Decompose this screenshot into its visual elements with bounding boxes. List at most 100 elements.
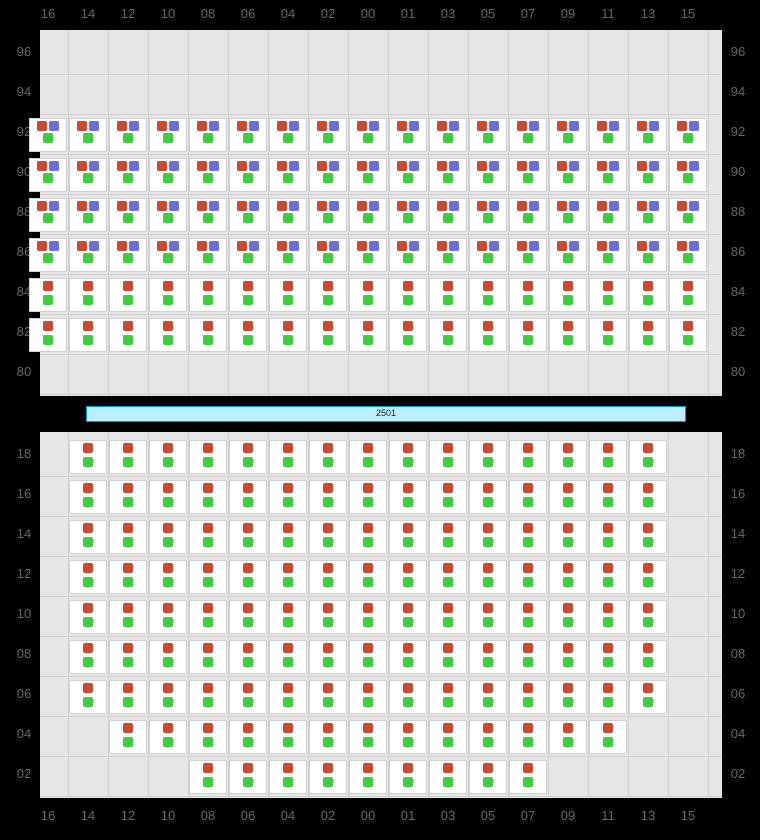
seat[interactable] — [509, 118, 547, 152]
seat[interactable] — [509, 278, 547, 312]
seat[interactable] — [69, 600, 107, 634]
seat[interactable] — [269, 440, 307, 474]
seat[interactable] — [269, 680, 307, 714]
seat[interactable] — [469, 198, 507, 232]
seat[interactable] — [389, 278, 427, 312]
seat[interactable] — [109, 158, 147, 192]
seat[interactable] — [109, 720, 147, 754]
seat[interactable] — [149, 118, 187, 152]
seat[interactable] — [469, 680, 507, 714]
seat[interactable] — [469, 480, 507, 514]
seat[interactable] — [469, 720, 507, 754]
seat[interactable] — [269, 600, 307, 634]
seat[interactable] — [389, 760, 427, 794]
seat[interactable] — [189, 560, 227, 594]
seat[interactable] — [349, 480, 387, 514]
seat[interactable] — [109, 318, 147, 352]
seat[interactable] — [29, 158, 67, 192]
seat[interactable] — [229, 198, 267, 232]
seat[interactable] — [349, 238, 387, 272]
seat[interactable] — [149, 480, 187, 514]
seat[interactable] — [549, 680, 587, 714]
seat[interactable] — [309, 480, 347, 514]
seat[interactable] — [69, 158, 107, 192]
seat[interactable] — [109, 520, 147, 554]
seat[interactable] — [429, 480, 467, 514]
seat[interactable] — [429, 198, 467, 232]
seat[interactable] — [69, 480, 107, 514]
seat[interactable] — [389, 238, 427, 272]
seat[interactable] — [229, 680, 267, 714]
seat[interactable] — [349, 640, 387, 674]
seat[interactable] — [149, 318, 187, 352]
seat[interactable] — [349, 720, 387, 754]
seat[interactable] — [269, 238, 307, 272]
seat[interactable] — [189, 118, 227, 152]
seat[interactable] — [549, 318, 587, 352]
seat[interactable] — [589, 198, 627, 232]
seat[interactable] — [509, 680, 547, 714]
seat[interactable] — [149, 600, 187, 634]
seat[interactable] — [389, 680, 427, 714]
seat[interactable] — [309, 278, 347, 312]
seat[interactable] — [229, 760, 267, 794]
seat[interactable] — [429, 720, 467, 754]
seat[interactable] — [69, 520, 107, 554]
seat[interactable] — [389, 720, 427, 754]
seat[interactable] — [589, 520, 627, 554]
seat[interactable] — [549, 720, 587, 754]
seat[interactable] — [389, 560, 427, 594]
seat[interactable] — [509, 760, 547, 794]
seat[interactable] — [509, 720, 547, 754]
seat[interactable] — [309, 440, 347, 474]
seat[interactable] — [309, 118, 347, 152]
seat[interactable] — [629, 198, 667, 232]
seat[interactable] — [269, 720, 307, 754]
seat[interactable] — [69, 640, 107, 674]
seat[interactable] — [109, 560, 147, 594]
seat[interactable] — [549, 278, 587, 312]
seat[interactable] — [589, 238, 627, 272]
seat[interactable] — [189, 760, 227, 794]
seat[interactable] — [309, 560, 347, 594]
seat[interactable] — [149, 720, 187, 754]
seat[interactable] — [269, 560, 307, 594]
seat[interactable] — [309, 680, 347, 714]
seat[interactable] — [229, 318, 267, 352]
seat[interactable] — [389, 318, 427, 352]
seat[interactable] — [189, 480, 227, 514]
seat[interactable] — [429, 158, 467, 192]
seat[interactable] — [349, 680, 387, 714]
seat[interactable] — [309, 318, 347, 352]
seat[interactable] — [429, 118, 467, 152]
seat[interactable] — [309, 520, 347, 554]
seat[interactable] — [189, 640, 227, 674]
seat[interactable] — [69, 278, 107, 312]
seat[interactable] — [509, 158, 547, 192]
seat[interactable] — [29, 238, 67, 272]
seat[interactable] — [669, 278, 707, 312]
seat[interactable] — [429, 520, 467, 554]
seat[interactable] — [349, 278, 387, 312]
seat[interactable] — [269, 480, 307, 514]
seat[interactable] — [309, 760, 347, 794]
seat[interactable] — [149, 560, 187, 594]
seat[interactable] — [349, 760, 387, 794]
seat[interactable] — [149, 680, 187, 714]
seat[interactable] — [669, 238, 707, 272]
seat[interactable] — [269, 158, 307, 192]
seat[interactable] — [629, 560, 667, 594]
seat[interactable] — [549, 198, 587, 232]
seat[interactable] — [109, 480, 147, 514]
seat[interactable] — [629, 118, 667, 152]
seat[interactable] — [589, 480, 627, 514]
seat[interactable] — [589, 720, 627, 754]
seat[interactable] — [29, 318, 67, 352]
seat[interactable] — [349, 600, 387, 634]
seat[interactable] — [229, 720, 267, 754]
seat[interactable] — [269, 760, 307, 794]
seat[interactable] — [469, 520, 507, 554]
seat[interactable] — [349, 520, 387, 554]
seat[interactable] — [109, 680, 147, 714]
seat[interactable] — [189, 318, 227, 352]
